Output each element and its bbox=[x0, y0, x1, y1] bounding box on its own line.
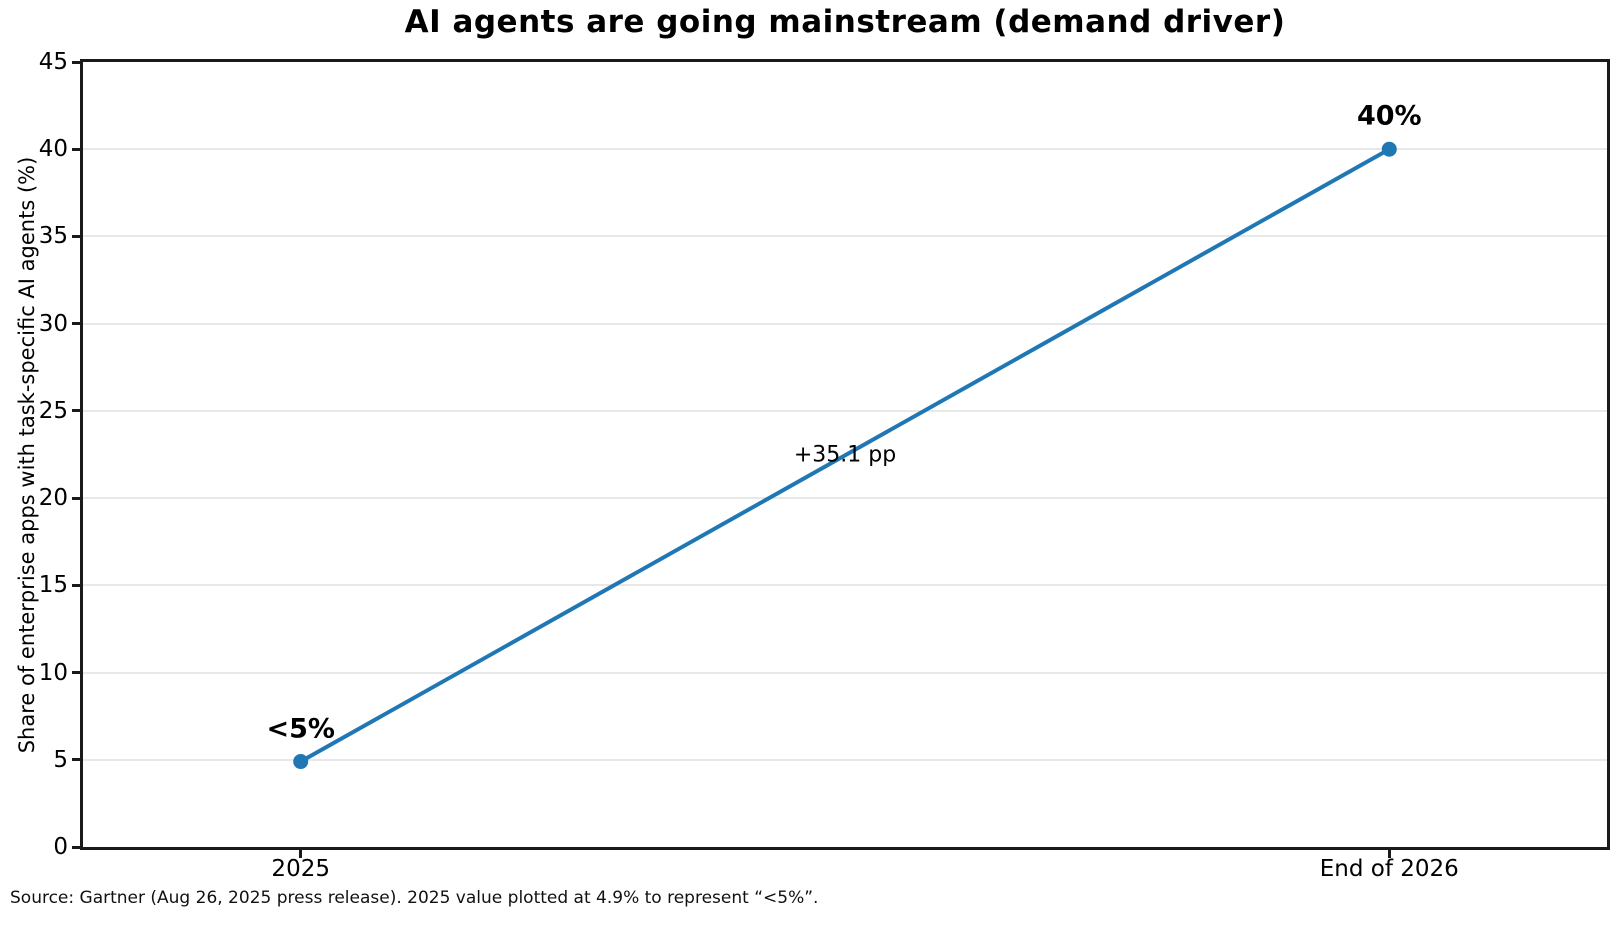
y-tick-mark bbox=[72, 583, 80, 587]
y-tick-mark bbox=[72, 60, 80, 64]
y-tick-label: 10 bbox=[38, 659, 68, 686]
y-tick-mark bbox=[72, 147, 80, 151]
y-tick-mark bbox=[72, 409, 80, 413]
chart-title: AI agents are going mainstream (demand d… bbox=[404, 4, 1286, 40]
y-tick-mark bbox=[72, 496, 80, 500]
x-tick-label: 2025 bbox=[271, 856, 330, 882]
y-gridline bbox=[83, 671, 1607, 674]
y-gridline bbox=[83, 409, 1607, 412]
delta-annotation: +35.1 pp bbox=[793, 442, 897, 468]
y-tick-label: 5 bbox=[53, 746, 68, 773]
gridlines bbox=[83, 62, 1607, 847]
y-gridline bbox=[83, 322, 1607, 325]
trend-line bbox=[298, 147, 1392, 764]
y-tick-label: 30 bbox=[38, 310, 68, 337]
x-tick-mark bbox=[299, 850, 303, 858]
plot-area: <5% 40% +35.1 pp bbox=[83, 62, 1607, 847]
y-tick-mark bbox=[72, 234, 80, 238]
x-tick-label: End of 2026 bbox=[1319, 856, 1459, 882]
y-gridline bbox=[83, 497, 1607, 500]
data-point-label: <5% bbox=[266, 713, 335, 745]
y-tick-label: 25 bbox=[38, 397, 68, 424]
source-note: Source: Gartner (Aug 26, 2025 press rele… bbox=[10, 888, 819, 908]
y-tick-mark bbox=[72, 671, 80, 675]
y-gridline bbox=[83, 148, 1607, 151]
data-point-marker bbox=[293, 754, 309, 770]
y-tick-label: 15 bbox=[38, 572, 68, 599]
y-tick-label: 40 bbox=[38, 136, 68, 163]
x-tick-mark bbox=[1387, 850, 1391, 858]
y-gridline bbox=[83, 584, 1607, 587]
data-point-label: 40% bbox=[1356, 100, 1422, 132]
y-gridline bbox=[83, 758, 1607, 761]
y-tick-mark bbox=[72, 758, 80, 762]
line-series bbox=[293, 141, 1397, 770]
y-tick-label: 20 bbox=[38, 485, 68, 512]
y-tick-mark bbox=[72, 845, 80, 849]
y-tick-label: 0 bbox=[53, 834, 68, 860]
data-point-marker bbox=[1381, 141, 1397, 157]
y-tick-label: 45 bbox=[38, 49, 68, 75]
y-tick-mark bbox=[72, 322, 80, 326]
y-gridline bbox=[83, 235, 1607, 238]
y-tick-label: 35 bbox=[38, 223, 68, 250]
